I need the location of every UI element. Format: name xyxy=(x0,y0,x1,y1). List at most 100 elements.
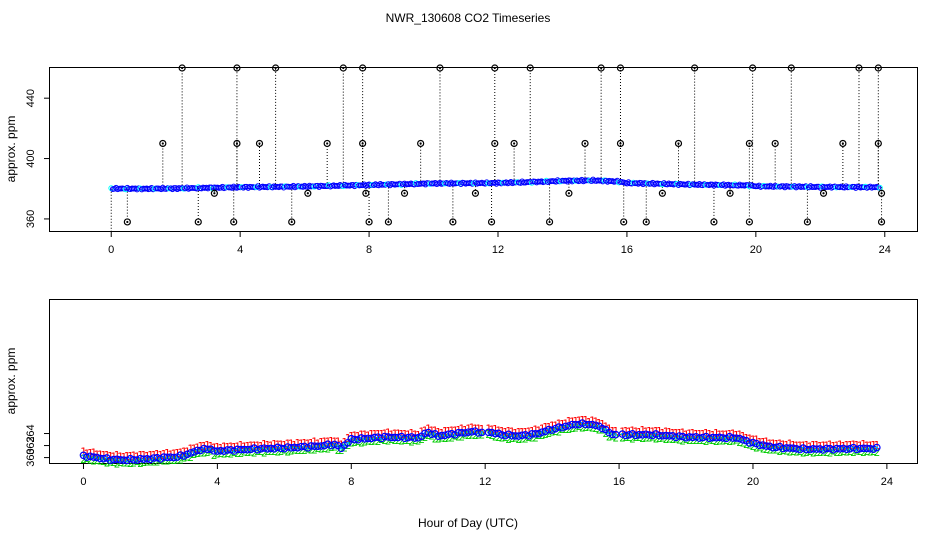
bottom-series1-point: 1 xyxy=(167,448,174,461)
bottom-series2-point: 2 xyxy=(619,432,626,445)
bottom-series2-point: 2 xyxy=(201,447,208,460)
bottom-series2-point: 2 xyxy=(874,446,881,459)
bottom-series1-point: 1 xyxy=(365,430,372,443)
bottom-series1-point: 1 xyxy=(689,427,696,440)
top-high-outlier xyxy=(855,64,863,72)
bottom-series1-point: 1 xyxy=(569,416,576,429)
bottom-series2-point: 2 xyxy=(502,431,509,444)
bottom-series2-point: 2 xyxy=(375,435,382,448)
top-mid-outlier-center xyxy=(235,142,239,145)
top-minor-outlier-center xyxy=(661,192,664,195)
top-high-outlier-center xyxy=(790,66,793,70)
bottom-series2-point: 2 xyxy=(525,431,532,444)
top-mid-outlier xyxy=(233,139,241,148)
bottom-series2-point: 2 xyxy=(137,457,144,470)
bottom-series2-point: 2 xyxy=(455,430,462,443)
top-y-tick-label: 400 xyxy=(25,149,37,167)
bottom-series2-point: 2 xyxy=(833,446,840,459)
top-minor-outlier-center xyxy=(880,192,883,195)
bottom-y-axis-label: approx. ppm xyxy=(4,348,18,415)
top-mid-outlier xyxy=(616,139,625,148)
bottom-series1-point: 1 xyxy=(659,427,666,440)
top-mid-outlier-center xyxy=(361,142,364,145)
bottom-series1-point: 1 xyxy=(840,440,847,453)
bottom-series2-point: 2 xyxy=(124,456,131,469)
bottom-series1-point: 1 xyxy=(622,425,629,438)
bottom-series2-point: 2 xyxy=(448,431,455,444)
bottom-series2-point: 2 xyxy=(402,434,409,447)
bottom-series3-point-center xyxy=(614,433,618,436)
top-high-outlier-center xyxy=(361,66,364,70)
top-low-outlier-center xyxy=(451,220,454,224)
top-mid-outlier xyxy=(255,139,264,148)
bottom-series2-point: 2 xyxy=(586,420,593,433)
bottom-series1-point: 1 xyxy=(181,446,188,459)
bottom-series2-point: 2 xyxy=(726,435,733,448)
top-low-outlier xyxy=(230,218,238,226)
bottom-series2-point: 2 xyxy=(713,435,720,448)
bottom-series1-point: 1 xyxy=(579,414,586,427)
bottom-series2-point: 2 xyxy=(823,446,830,459)
bottom-series2-point: 2 xyxy=(750,440,757,453)
bottom-series2-point: 2 xyxy=(780,444,787,457)
top-x-tick-label: 8 xyxy=(366,244,372,256)
bottom-x-tick-label: 0 xyxy=(80,476,86,488)
bottom-series2-point: 2 xyxy=(104,456,111,469)
bottom-series1-point: 1 xyxy=(221,441,228,454)
bottom-series2-point: 2 xyxy=(197,446,204,459)
bottom-series1-point: 1 xyxy=(790,439,797,452)
bottom-series3-point xyxy=(558,423,566,432)
top-minor-outlier xyxy=(819,189,828,197)
bottom-series2-point: 2 xyxy=(398,435,405,448)
bottom-series1-point: 1 xyxy=(385,427,392,440)
bottom-series1-point: 1 xyxy=(509,425,516,438)
top-mid-outlier-center xyxy=(748,142,751,145)
bottom-series2-point: 2 xyxy=(559,423,566,436)
bottom-series1-point: 1 xyxy=(161,448,168,461)
bottom-series2-point: 2 xyxy=(800,447,807,460)
bottom-y-tick-label: 364 xyxy=(25,424,37,442)
top-high-outlier xyxy=(874,64,882,72)
top-high-outlier xyxy=(616,64,625,72)
top-minor-outlier-center xyxy=(822,192,825,195)
top-minor-outlier-center xyxy=(364,192,367,195)
bottom-series1-point: 1 xyxy=(368,428,375,441)
bottom-series2-point: 2 xyxy=(284,445,291,458)
bottom-series2-point: 2 xyxy=(408,435,415,448)
bottom-series1-point: 1 xyxy=(763,436,770,449)
bottom-series2-point: 2 xyxy=(679,434,686,447)
bottom-series2-point: 2 xyxy=(325,442,332,455)
top-low-outlier xyxy=(803,218,812,226)
bottom-series1-point: 1 xyxy=(472,423,479,436)
top-minor-outlier-center xyxy=(474,192,477,195)
bottom-series1-point: 1 xyxy=(201,440,208,453)
top-minor-outlier xyxy=(304,189,312,197)
bottom-series2-point: 2 xyxy=(736,436,743,449)
bottom-series2-point: 2 xyxy=(328,441,335,454)
top-mid-outlier xyxy=(510,139,518,148)
bottom-series2-point: 2 xyxy=(797,445,804,458)
bottom-series2-point: 2 xyxy=(843,445,850,458)
top-low-outlier-center xyxy=(748,220,751,224)
top-mid-outlier-center xyxy=(877,142,880,145)
bottom-series2-point: 2 xyxy=(569,422,576,435)
bottom-series2-point: 2 xyxy=(388,433,395,446)
bottom-series2-point: 2 xyxy=(485,428,492,441)
top-mid-outlier-center xyxy=(493,142,496,145)
bottom-series1-point: 1 xyxy=(90,447,97,460)
bottom-series2-point: 2 xyxy=(870,445,877,458)
bottom-series2-point: 2 xyxy=(786,446,793,459)
bottom-series2-point: 2 xyxy=(556,426,563,439)
top-low-outlier-center xyxy=(197,220,200,224)
bottom-series1-point: 1 xyxy=(475,423,482,436)
bottom-series2-point: 2 xyxy=(673,433,680,446)
bottom-series2-point: 2 xyxy=(114,457,121,470)
top-minor-outlier xyxy=(726,189,734,197)
bottom-series2-point: 2 xyxy=(746,438,753,451)
top-mid-outlier xyxy=(359,139,367,148)
bottom-series2-point: 2 xyxy=(164,455,171,468)
bottom-series2-point: 2 xyxy=(90,454,97,467)
top-mid-outlier xyxy=(323,139,331,148)
bottom-series2-point: 2 xyxy=(820,445,827,458)
bottom-series2-point: 2 xyxy=(659,431,666,444)
